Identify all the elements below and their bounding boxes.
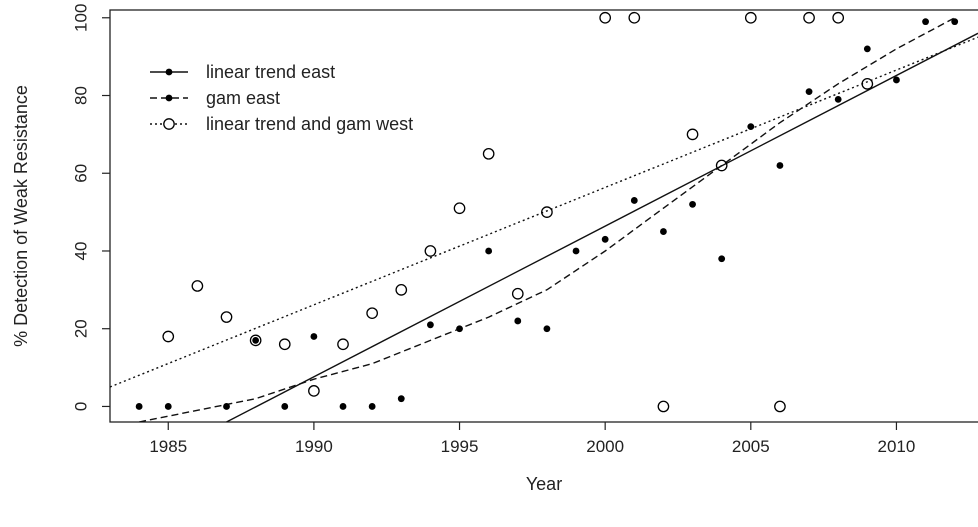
data-point-east bbox=[543, 325, 551, 333]
legend-entry: linear trend east bbox=[150, 62, 335, 82]
data-point-west bbox=[482, 147, 495, 160]
fit-lines bbox=[110, 17, 978, 422]
data-point-west bbox=[832, 11, 845, 24]
data-point-west bbox=[686, 128, 699, 141]
legend-marker bbox=[165, 68, 173, 76]
data-point-east bbox=[776, 162, 784, 169]
data-point-west bbox=[774, 400, 786, 413]
data-point-west bbox=[220, 311, 233, 323]
data-point-west bbox=[249, 334, 262, 347]
data-point-east bbox=[834, 95, 842, 103]
plot-border bbox=[109, 9, 978, 423]
data-point-east bbox=[339, 403, 347, 410]
x-axis-title: Year bbox=[526, 474, 562, 494]
data-point-west bbox=[715, 159, 728, 172]
data-point-east bbox=[427, 321, 434, 329]
fit-line-dashed bbox=[138, 17, 956, 422]
data-point-west bbox=[744, 11, 757, 24]
x-axis: 1985 1990 1995 2000 2005 2010 bbox=[149, 422, 915, 456]
data-point-east bbox=[164, 403, 172, 410]
data-point-west bbox=[366, 307, 378, 320]
data-point-east bbox=[601, 235, 609, 243]
data-point-east bbox=[922, 18, 929, 26]
data-point-east bbox=[572, 247, 580, 255]
data-point-west bbox=[337, 338, 349, 351]
legend-marker bbox=[165, 94, 173, 102]
data-point-east bbox=[368, 403, 376, 410]
legend-label: linear trend east bbox=[206, 62, 335, 82]
plot-frame bbox=[109, 9, 978, 423]
data-point-west bbox=[541, 206, 553, 218]
y-axis-title: % Detection of Weak Resistance bbox=[11, 85, 31, 347]
data-point-east bbox=[135, 403, 143, 410]
data-point-east bbox=[951, 18, 959, 26]
x-tick-label: 1995 bbox=[441, 437, 479, 456]
fit-line-solid bbox=[226, 32, 978, 422]
data-point-east bbox=[485, 247, 493, 255]
data-point-west bbox=[657, 400, 670, 413]
legend-entry: linear trend and gam west bbox=[150, 114, 413, 134]
fit-line-dotted bbox=[110, 36, 978, 388]
data-point-west bbox=[628, 11, 641, 24]
data-point-west bbox=[599, 11, 612, 24]
legend-marker bbox=[163, 118, 175, 130]
x-tick-label: 2005 bbox=[732, 437, 770, 456]
data-point-east bbox=[310, 333, 318, 340]
data-point-east bbox=[223, 403, 230, 410]
data-points bbox=[135, 11, 959, 413]
data-point-east bbox=[514, 317, 522, 325]
data-point-east bbox=[630, 197, 638, 204]
data-point-west bbox=[861, 77, 874, 90]
x-tick-label: 2000 bbox=[586, 437, 624, 456]
data-point-east bbox=[805, 88, 813, 96]
legend-label: gam east bbox=[206, 88, 280, 108]
data-point-east bbox=[281, 403, 289, 410]
data-point-east bbox=[893, 76, 900, 84]
data-point-west bbox=[511, 287, 524, 300]
data-point-east bbox=[660, 228, 667, 235]
data-point-west bbox=[453, 202, 466, 215]
y-tick-label: 0 bbox=[71, 402, 90, 411]
data-point-west bbox=[395, 283, 408, 296]
data-point-east bbox=[397, 395, 405, 403]
data-point-west bbox=[308, 385, 320, 397]
data-point-east bbox=[718, 255, 726, 263]
y-tick-label: 100 bbox=[71, 4, 90, 32]
y-tick-label: 20 bbox=[71, 319, 90, 338]
data-point-east bbox=[747, 123, 755, 131]
x-tick-label: 1990 bbox=[295, 437, 333, 456]
data-point-east bbox=[863, 45, 871, 53]
data-point-west bbox=[278, 338, 291, 351]
y-axis: 0 20 40 60 80 100 bbox=[71, 4, 110, 411]
data-point-east bbox=[456, 325, 463, 333]
data-point-west bbox=[162, 330, 175, 343]
data-point-west bbox=[424, 245, 437, 257]
x-tick-label: 2010 bbox=[878, 437, 916, 456]
data-point-west bbox=[191, 280, 204, 292]
y-tick-label: 60 bbox=[71, 164, 90, 183]
data-point-east bbox=[689, 200, 696, 208]
y-tick-label: 40 bbox=[71, 242, 90, 261]
data-point-west bbox=[803, 11, 815, 24]
legend: linear trend east gam east linear trend an… bbox=[150, 62, 413, 134]
data-point-east bbox=[252, 336, 260, 344]
legend-label: linear trend and gam west bbox=[206, 114, 413, 134]
y-tick-label: 80 bbox=[71, 86, 90, 105]
x-tick-label: 1985 bbox=[149, 437, 187, 456]
legend-entry: gam east bbox=[150, 88, 280, 108]
